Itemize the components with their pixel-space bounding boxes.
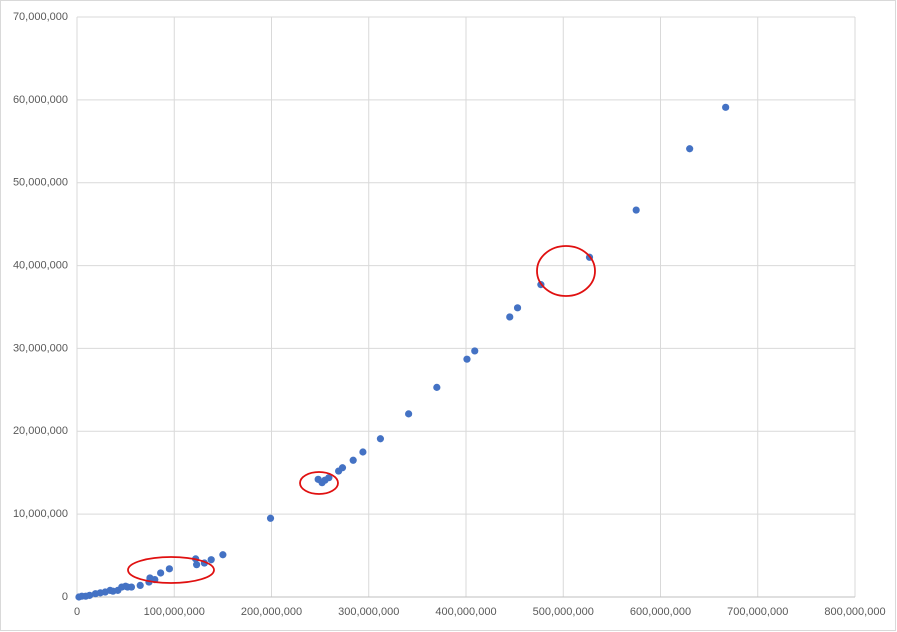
point <box>471 347 479 355</box>
point <box>219 551 227 559</box>
x-tick-label: 0 <box>74 606 80 618</box>
point <box>165 565 173 573</box>
point <box>376 435 385 443</box>
point <box>207 556 215 564</box>
point <box>433 383 441 391</box>
point <box>463 355 471 363</box>
point <box>513 304 522 312</box>
y-tick-label: 10,000,000 <box>13 508 68 520</box>
point <box>193 561 201 569</box>
y-tick-label: 70,000,000 <box>13 11 68 23</box>
highlight-ellipse <box>127 556 215 584</box>
point <box>722 103 730 111</box>
x-tick-label: 300,000,000 <box>338 606 399 618</box>
y-tick-label: 0 <box>62 591 68 603</box>
point <box>157 569 165 577</box>
x-tick-label: 200,000,000 <box>241 606 302 618</box>
point <box>136 581 144 590</box>
highlight-ellipse <box>299 471 339 495</box>
point <box>75 593 83 601</box>
y-tick-label: 60,000,000 <box>13 94 68 106</box>
point <box>506 313 514 321</box>
x-tick-label: 100,000,000 <box>144 606 205 618</box>
x-tick-label: 600,000,000 <box>630 606 691 618</box>
y-tick-label: 50,000,000 <box>13 177 68 189</box>
y-tick-label: 40,000,000 <box>13 259 68 271</box>
x-tick-label: 500,000,000 <box>533 606 594 618</box>
x-tick-label: 800,000,000 <box>824 606 885 618</box>
point <box>266 514 275 522</box>
x-tick-label: 700,000,000 <box>727 606 788 618</box>
point <box>349 456 357 464</box>
point <box>632 206 640 214</box>
y-tick-label: 20,000,000 <box>13 425 68 437</box>
point <box>335 467 343 475</box>
plot-area: 0 10,000,000 20,000,000 30,000,000 40,000,00… <box>13 11 886 618</box>
point <box>405 410 413 418</box>
point <box>359 448 367 456</box>
point <box>314 475 322 483</box>
highlight-ellipse <box>536 245 596 297</box>
y-tick-label: 30,000,000 <box>13 342 68 354</box>
x-tick-label: 400,000,000 <box>435 606 496 618</box>
point <box>686 145 694 153</box>
point <box>91 590 100 598</box>
